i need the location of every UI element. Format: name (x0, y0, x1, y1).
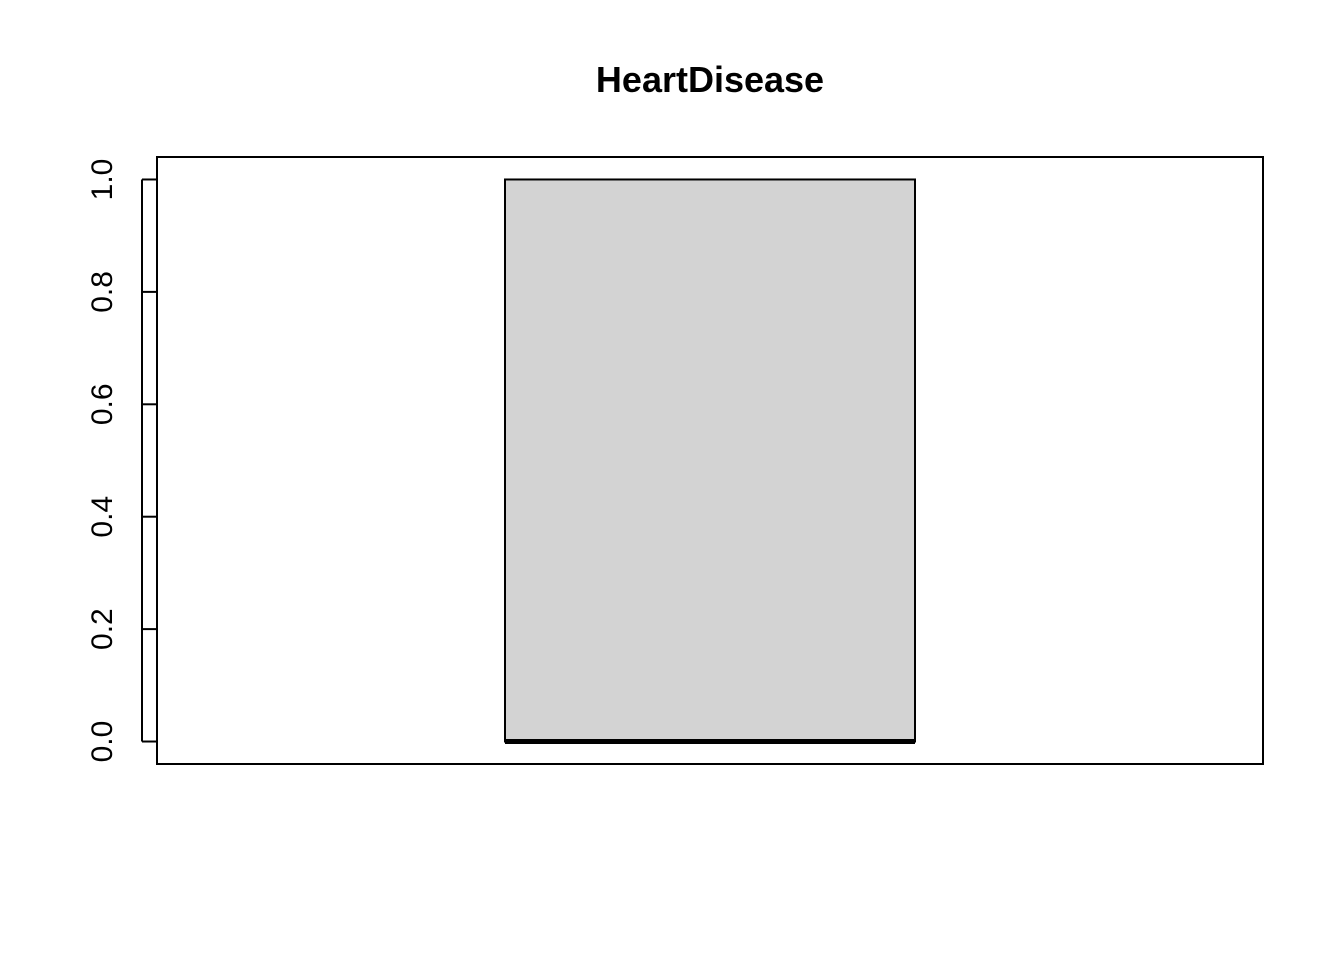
plot-frame (156, 156, 1264, 765)
y-tick-label: 1.0 (86, 159, 119, 201)
chart-title: HeartDisease (596, 59, 824, 100)
y-tick-label: 0.0 (86, 721, 119, 763)
box-group (504, 178, 916, 745)
y-tick-label: 0.2 (86, 608, 119, 650)
box-iqr (504, 178, 916, 743)
y-tick-label: 0.4 (86, 496, 119, 538)
y-tick-label: 0.8 (86, 271, 119, 313)
y-axis: 0.0 0.2 0.4 0.6 0.8 1.0 (86, 159, 157, 763)
y-tick-label: 0.6 (86, 383, 119, 425)
